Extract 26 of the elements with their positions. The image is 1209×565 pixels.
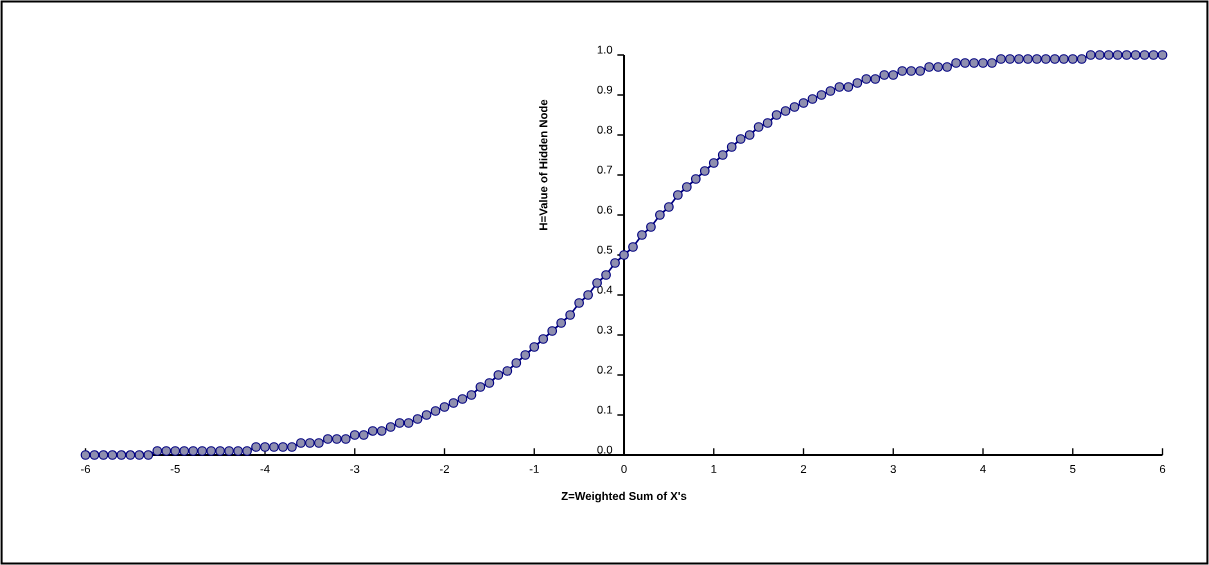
y-tick-label: 0.1 [597, 405, 613, 414]
x-tick-label: 1 [711, 465, 717, 473]
y-tick-label: 0.8 [597, 125, 613, 134]
x-tick-label: 4 [980, 465, 986, 473]
y-axis-title: H=Value of Hidden Node [539, 99, 548, 230]
x-tick-label: 2 [800, 465, 807, 473]
y-tick-label: 0.5 [597, 245, 613, 254]
x-tick-label: -3 [350, 465, 360, 474]
y-tick-label: 0.3 [597, 325, 613, 334]
x-tick-label: -6 [80, 465, 91, 474]
y-tick-label: 0.6 [597, 205, 613, 214]
x-tick-label: 6 [1159, 465, 1166, 474]
y-tick-label: 0.9 [597, 85, 613, 94]
x-tick-label: -4 [260, 465, 270, 473]
y-tick-label: 0.7 [597, 165, 613, 174]
x-tick-label: -5 [170, 465, 180, 473]
x-axis-title: Z=Weighted Sum of X's [561, 491, 687, 503]
y-tick-label: 1.0 [597, 45, 613, 54]
y-tick-label: 0.4 [597, 285, 613, 294]
y-tick-label: 0.2 [597, 365, 613, 374]
x-tick-label: 3 [890, 465, 896, 474]
x-tick-label: -2 [439, 465, 449, 473]
x-tick-label: 5 [1070, 465, 1076, 473]
x-tick-label: 0 [621, 465, 627, 474]
y-tick-label: 0.0 [597, 445, 613, 454]
x-tick-label: -1 [529, 465, 539, 473]
